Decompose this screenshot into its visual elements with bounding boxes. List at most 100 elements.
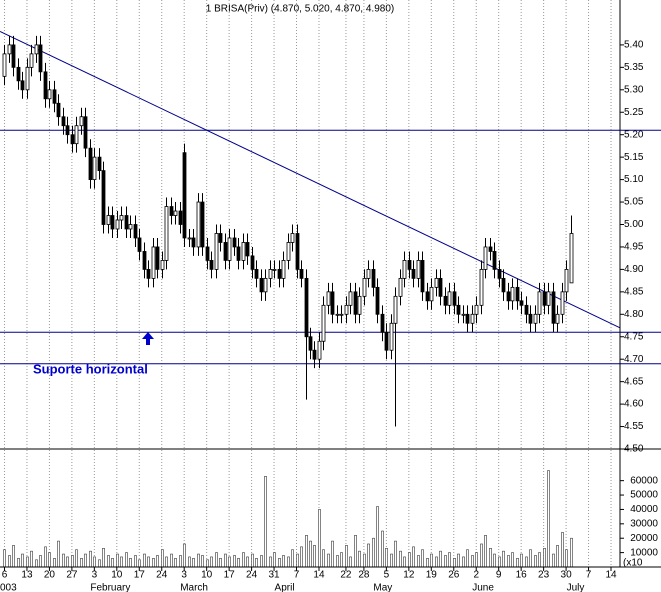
x-tick-label: 7 bbox=[294, 570, 300, 581]
x-tick-label: 17 bbox=[224, 570, 236, 581]
volume-bar bbox=[385, 547, 388, 568]
volume-bar bbox=[246, 556, 249, 568]
volume-bar bbox=[26, 556, 29, 568]
volume-bar bbox=[340, 552, 343, 568]
volume-bar bbox=[183, 543, 186, 568]
volume-bar bbox=[134, 555, 137, 568]
candle-body bbox=[83, 116, 88, 149]
x-tick-label: 14 bbox=[605, 570, 617, 581]
candle-body bbox=[16, 66, 21, 82]
volume-bar bbox=[435, 556, 438, 568]
volume-bar bbox=[426, 558, 429, 568]
volume-bar bbox=[296, 553, 299, 568]
candle-body bbox=[569, 233, 574, 284]
y-tick-label: 5.00 bbox=[624, 219, 644, 230]
candle-body bbox=[173, 210, 178, 216]
volume-bar bbox=[444, 555, 447, 568]
candle-body bbox=[146, 268, 151, 279]
volume-bar bbox=[466, 549, 469, 568]
volume-bar bbox=[493, 553, 496, 568]
candle-body bbox=[70, 134, 75, 145]
candle-body bbox=[420, 260, 425, 293]
candle-body bbox=[375, 286, 380, 315]
candle-body bbox=[425, 291, 430, 302]
volume-bar bbox=[430, 553, 433, 568]
volume-bar bbox=[44, 546, 47, 568]
candle-body bbox=[47, 89, 52, 100]
month-label: April bbox=[275, 583, 295, 592]
candle-body bbox=[74, 125, 79, 145]
candle-body bbox=[546, 291, 551, 306]
x-tick-label: 17 bbox=[134, 570, 146, 581]
volume-bar bbox=[421, 549, 424, 568]
volume-bar bbox=[417, 555, 420, 568]
candle-body bbox=[232, 237, 237, 248]
x-tick-label: 10 bbox=[111, 570, 123, 581]
candle-body bbox=[308, 336, 313, 351]
candle-body bbox=[506, 291, 511, 302]
volume-bar bbox=[98, 559, 101, 568]
volume-tick-label: 40000 bbox=[630, 504, 658, 515]
volume-bar bbox=[547, 470, 550, 568]
volume-bar bbox=[201, 555, 204, 568]
candle-body bbox=[223, 242, 228, 261]
volume-bar bbox=[48, 552, 51, 568]
month-label: 003 bbox=[0, 583, 17, 592]
candle-body bbox=[7, 44, 12, 55]
candle-body bbox=[191, 237, 196, 248]
candle-body bbox=[272, 268, 277, 271]
volume-bar bbox=[237, 558, 240, 568]
candle-body bbox=[43, 71, 48, 100]
x-tick-label: 31 bbox=[268, 570, 280, 581]
candle-body bbox=[447, 291, 452, 306]
candle-body bbox=[452, 291, 457, 306]
volume-tick-label: 30000 bbox=[630, 518, 658, 529]
candle-body bbox=[133, 224, 138, 239]
candle-body bbox=[443, 295, 448, 306]
candle-body bbox=[268, 268, 273, 279]
candle-body bbox=[241, 242, 246, 261]
volume-bar bbox=[489, 547, 492, 568]
y-tick-label: 5.40 bbox=[624, 40, 644, 51]
x-tick-label: 10 bbox=[201, 570, 213, 581]
y-tick-label: 4.60 bbox=[624, 399, 644, 410]
volume-bar bbox=[309, 540, 312, 568]
volume-bar bbox=[57, 540, 60, 568]
x-tick-label: 3 bbox=[92, 570, 98, 581]
candle-body bbox=[402, 260, 407, 279]
candle-body bbox=[182, 152, 187, 239]
candle-body bbox=[137, 237, 142, 252]
candle-body bbox=[411, 268, 416, 279]
volume-bar bbox=[206, 559, 209, 568]
candle-body bbox=[497, 268, 502, 279]
volume-bar bbox=[174, 558, 177, 568]
volume-bar bbox=[462, 556, 465, 568]
y-tick-label: 4.70 bbox=[624, 354, 644, 365]
volume-bar bbox=[457, 553, 460, 568]
volume-bar bbox=[511, 552, 514, 568]
volume-bar bbox=[228, 556, 231, 568]
candle-body bbox=[312, 349, 317, 360]
month-label: February bbox=[90, 583, 130, 592]
candle-body bbox=[178, 210, 183, 225]
candle-body bbox=[474, 304, 479, 315]
volume-bar bbox=[291, 549, 294, 568]
volume-bar bbox=[507, 555, 510, 568]
candle-body bbox=[339, 313, 344, 316]
x-tick-label: 13 bbox=[21, 570, 33, 581]
volume-bar bbox=[552, 553, 555, 568]
y-tick-label: 4.75 bbox=[624, 331, 644, 342]
volume-bar bbox=[35, 559, 38, 568]
volume-bar bbox=[372, 537, 375, 568]
volume-bar bbox=[84, 553, 87, 568]
x-tick-label: 19 bbox=[426, 570, 438, 581]
candle-body bbox=[263, 277, 268, 293]
candle-body bbox=[564, 268, 569, 293]
y-tick-label: 4.55 bbox=[624, 421, 644, 432]
candle-body bbox=[254, 268, 259, 279]
candle-body bbox=[515, 286, 520, 302]
y-tick-label: 5.10 bbox=[624, 174, 644, 185]
volume-bar bbox=[412, 546, 415, 568]
candle-body bbox=[290, 233, 295, 243]
y-tick-label: 4.85 bbox=[624, 286, 644, 297]
